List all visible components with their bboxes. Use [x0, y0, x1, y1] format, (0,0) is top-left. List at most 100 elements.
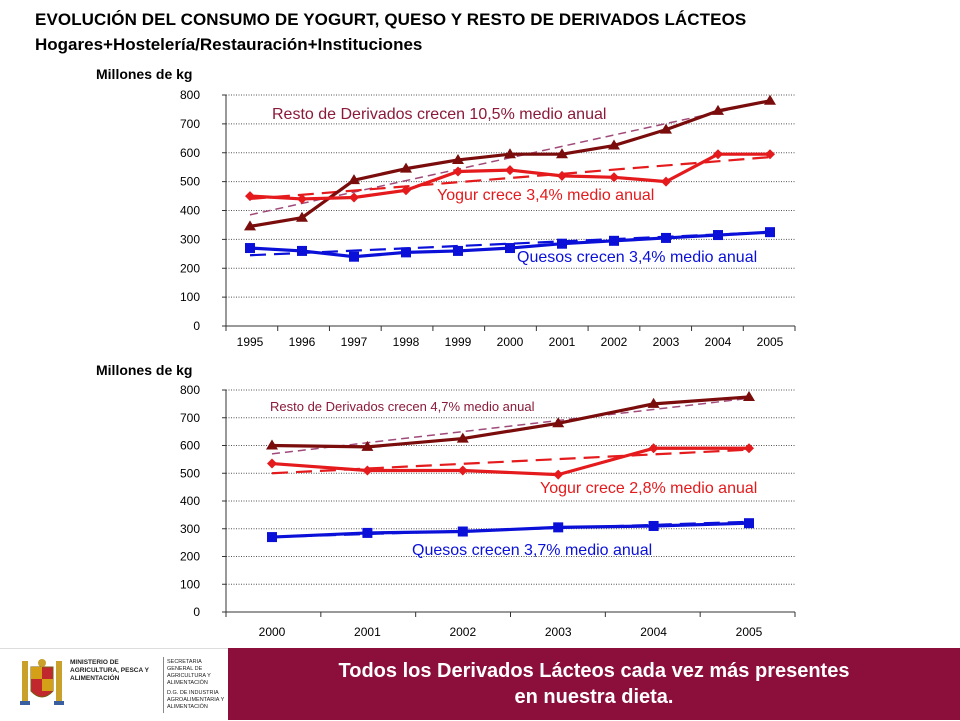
- ministry-departments: SECRETARIA GENERAL DE AGRICULTURA Y ALIM…: [167, 659, 225, 714]
- chart2-x-tick-label: 2001: [354, 625, 381, 639]
- chart1-point-quesos: [401, 247, 411, 258]
- chart2-point-yogur: [744, 443, 754, 454]
- chart1-point-yogur: [401, 185, 411, 196]
- chart2-y-tick-label: 500: [180, 466, 200, 480]
- chart1-point-resto-de-derivados: [556, 148, 568, 159]
- page-title: EVOLUCIÓN DEL CONSUMO DE YOGURT, QUESO Y…: [35, 10, 747, 29]
- chart1-point-yogur: [765, 149, 775, 160]
- chart1-point-yogur: [609, 172, 619, 183]
- chart2-y-tick-label: 100: [180, 577, 200, 591]
- chart1-y-tick-label: 200: [180, 261, 200, 275]
- chart2-point-yogur: [362, 465, 373, 476]
- chart2-point-quesos: [457, 526, 468, 537]
- chart1-point-quesos: [661, 232, 671, 243]
- chart1-x-tick-label: 1996: [289, 335, 316, 349]
- chart2-x-tick-label: 2005: [736, 625, 763, 639]
- chart2-x-tick-label: 2004: [640, 625, 667, 639]
- page-subtitle: Hogares+Hostelería/Restauración+Instituc…: [35, 35, 423, 54]
- chart2-line-resto-de-derivados: [271, 395, 750, 449]
- chart-2000-2005: 0 100 200 300 400 500 600 700 800 2000 2001 2002 200…: [180, 383, 796, 639]
- chart1-point-quesos: [505, 243, 515, 254]
- ministry-name: MINISTERIO DE AGRICULTURA, PESCA Y ALIME…: [70, 659, 149, 682]
- chart2-point-quesos: [267, 532, 277, 543]
- conclusion-banner: Todos los Derivados Lácteos cada vez más…: [228, 648, 960, 720]
- chart1-y-tick-label: 100: [180, 290, 200, 304]
- chart2-point-quesos: [744, 518, 754, 529]
- chart1-point-resto-de-derivados: [504, 148, 516, 159]
- chart2-point-resto-de-derivados: [456, 432, 469, 443]
- footer: MINISTERIO DE AGRICULTURA, PESCA Y ALIME…: [0, 648, 960, 721]
- chart2-x-tick-label: 2000: [259, 625, 286, 639]
- coat-of-arms-icon: [20, 659, 64, 705]
- chart2-y-tick-label: 200: [180, 550, 200, 564]
- banner-line-2: en nuestra dieta.: [514, 686, 674, 708]
- chart2-y-tick-label: 800: [180, 383, 200, 397]
- chart1-y-unit: Millones de kg: [96, 66, 193, 82]
- chart1-point-resto-de-derivados: [452, 153, 464, 164]
- chart1-x-tick-label: 1998: [393, 335, 420, 349]
- chart1-point-quesos: [713, 230, 723, 241]
- chart2-y-tick-label: 600: [180, 439, 200, 453]
- chart1-x-tick-label: 2000: [497, 335, 524, 349]
- banner-line-1: Todos los Derivados Lácteos cada vez más…: [338, 660, 850, 682]
- chart1-annotation: Resto de Derivados crecen 10,5% medio an…: [272, 106, 606, 123]
- chart1-y-tick-label: 800: [180, 88, 200, 102]
- chart2-y-tick-label: 700: [180, 411, 200, 425]
- chart1-y-tick-label: 600: [180, 146, 200, 160]
- chart1-x-tick-label: 1997: [341, 335, 368, 349]
- chart1-point-quesos: [765, 227, 775, 238]
- chart1-point-resto-de-derivados: [400, 162, 412, 173]
- chart1-point-quesos: [245, 243, 255, 254]
- chart2-line-quesos: [271, 521, 750, 539]
- ministry-logo: MINISTERIO DE AGRICULTURA, PESCA Y ALIME…: [0, 648, 228, 721]
- chart1-point-resto-de-derivados: [608, 139, 620, 150]
- chart1-x-tick-label: 2005: [757, 335, 784, 349]
- chart2-point-yogur: [267, 458, 277, 469]
- chart1-point-yogur: [297, 193, 307, 204]
- chart2-y-tick-label: 0: [193, 605, 200, 619]
- chart1-x-tick-label: 2001: [549, 335, 576, 349]
- chart2-annotation: Resto de Derivados crecen 4,7% medio anu…: [270, 399, 535, 414]
- chart1-point-resto-de-derivados: [764, 94, 776, 105]
- chart2-annotation: Yogur crece 2,8% medio anual: [540, 480, 757, 497]
- chart2-point-quesos: [648, 520, 659, 531]
- chart2-point-yogur: [457, 465, 468, 476]
- chart2-y-unit: Millones de kg: [96, 362, 193, 378]
- chart1-x-tick-label: 2003: [653, 335, 680, 349]
- chart1-point-quesos: [349, 251, 359, 262]
- chart1-point-yogur: [453, 166, 463, 177]
- chart2-y-tick-label: 300: [180, 522, 200, 536]
- dg-name: D.G. DE INDUSTRIA AGROALIMENTARIA Y ALIM…: [167, 690, 225, 710]
- chart2-x-tick-label: 2003: [545, 625, 572, 639]
- chart1-point-resto-de-derivados: [712, 104, 724, 115]
- chart1-x-tick-label: 1995: [237, 335, 264, 349]
- chart1-x-tick-label: 2004: [705, 335, 732, 349]
- chart1-point-yogur: [557, 170, 567, 181]
- chart2-point-resto-de-derivados: [647, 397, 660, 408]
- chart1-point-quesos: [557, 238, 567, 249]
- chart1-point-quesos: [297, 245, 307, 256]
- chart1-y-tick-label: 0: [193, 319, 200, 333]
- chart1-annotation: Quesos crecen 3,4% medio anual: [517, 249, 757, 266]
- chart1-point-yogur: [505, 165, 515, 176]
- chart1-point-quesos: [453, 245, 463, 256]
- chart2-point-yogur: [553, 469, 564, 480]
- chart1-point-quesos: [609, 235, 619, 246]
- chart2-point-resto-de-derivados: [552, 417, 565, 428]
- chart-1995-2005: 0 100 200 300 400 500 600 700 800 1995 1996 1997 199…: [180, 88, 796, 349]
- chart2-point-resto-de-derivados: [266, 439, 278, 450]
- chart2-annotation: Quesos crecen 3,7% medio anual: [412, 542, 652, 559]
- chart1-point-yogur: [661, 176, 671, 187]
- chart1-point-resto-de-derivados: [660, 123, 672, 134]
- chart2-point-quesos: [362, 527, 373, 538]
- chart1-point-yogur: [713, 149, 723, 160]
- chart1-annotation: Yogur crece 3,4% medio anual: [437, 187, 654, 204]
- secretaria-name: SECRETARIA GENERAL DE AGRICULTURA Y ALIM…: [167, 659, 211, 686]
- chart1-point-resto-de-derivados: [244, 220, 256, 231]
- chart1-point-resto-de-derivados: [296, 211, 308, 222]
- chart2-point-yogur: [648, 443, 659, 454]
- chart1-y-tick-label: 400: [180, 204, 200, 218]
- chart1-point-yogur: [245, 191, 255, 202]
- chart2-point-quesos: [553, 522, 564, 533]
- chart2-trend-resto-de-derivados: [271, 397, 750, 455]
